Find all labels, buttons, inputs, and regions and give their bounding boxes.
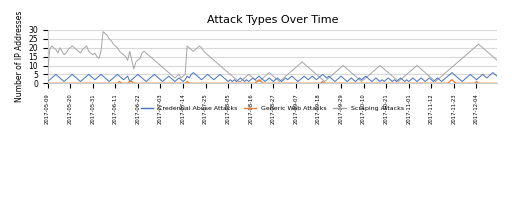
Y-axis label: Number of IP Addresses: Number of IP Addresses (15, 11, 24, 102)
Title: Attack Types Over Time: Attack Types Over Time (206, 15, 338, 25)
Legend: Credential Abuse Attacks, Generic Web Attacks, Scraping Attacks: Credential Abuse Attacks, Generic Web At… (138, 103, 407, 113)
